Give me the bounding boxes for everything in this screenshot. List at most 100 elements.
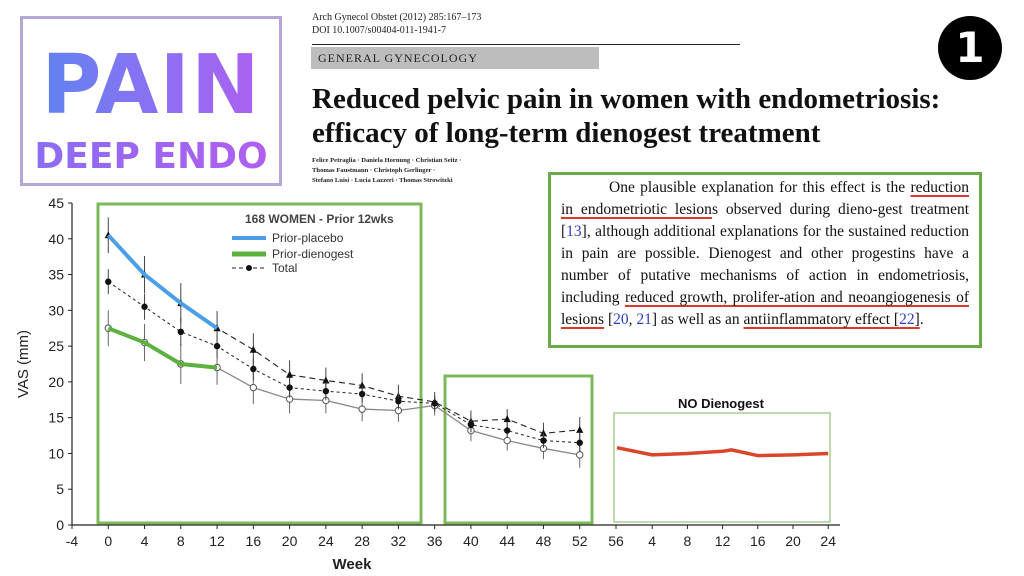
x-tick-label: 28 (354, 533, 370, 549)
paper-title-line1: Reduced pelvic pain in women with endome… (312, 83, 941, 115)
y-tick-label: 30 (48, 302, 64, 318)
y-tick-label: 15 (48, 410, 64, 426)
series-placebo-point (503, 415, 511, 423)
inset-x-tick-label: 12 (715, 533, 731, 549)
badge-subtitle: DEEP ENDO (23, 137, 279, 177)
x-tick-label: -4 (66, 533, 79, 549)
series-total-point (213, 342, 221, 350)
quote-t6: ] as well as an (651, 311, 744, 328)
series-placebo-line (107, 234, 580, 434)
section-bar (311, 47, 599, 69)
series-dienogest-point (249, 383, 258, 392)
y-tick-label: 25 (48, 338, 64, 354)
x-axis-title: Week (333, 556, 373, 573)
quote-t3: ], although additional explanations for … (561, 223, 969, 306)
no-dienogest-line (616, 446, 829, 458)
quote-text: One plausible explanation for this effec… (561, 177, 969, 331)
quote-t2: s observed during dieno-gest treatment [ (561, 201, 970, 240)
series-dienogest-line (108, 327, 580, 456)
inset-x-tick-label: 4 (648, 533, 656, 549)
quote-highlight-3-end: ] (914, 311, 920, 328)
series-placebo-point (322, 376, 330, 384)
series-total-point (576, 439, 583, 446)
legend-label: Prior-dienogest (272, 247, 354, 261)
paper-title: Reduced pelvic pain in women with endome… (312, 82, 1012, 150)
series-total-point (286, 384, 293, 391)
legend-label: Prior-placebo (272, 231, 344, 245)
series-placebo-point (539, 429, 548, 437)
authors-line3: Stefano Luisi · Lucia Lazzeri · Thomas S… (312, 177, 453, 184)
no-dienogest-box (613, 412, 831, 523)
quote-t7: . (919, 311, 924, 328)
series-total-point (358, 390, 366, 398)
series-total-point (105, 278, 112, 285)
header-rule (312, 44, 740, 45)
y-tick-label: 10 (48, 445, 64, 461)
y-tick-label: 0 (56, 517, 64, 533)
y-tick-label: 40 (48, 231, 64, 247)
legend-marker (246, 265, 252, 271)
quote-t1: One plausible explanation for this effec… (609, 179, 911, 196)
y-tick-label: 35 (48, 267, 64, 283)
inset-x-tick-label: 8 (684, 533, 692, 549)
quote-ref-13[interactable]: 13 (566, 223, 582, 240)
x-tick-label: 32 (391, 533, 407, 549)
authors-line2: Thomas Faustmann · Christoph Gerlinger · (312, 167, 436, 174)
title-badge: PAIN DEEP ENDO (20, 16, 282, 186)
series-dienogest-point (358, 405, 366, 413)
no-dienogest-title: NO Dienogest (678, 396, 765, 411)
series-prior-dienogest (107, 326, 218, 370)
y-tick-label: 45 (48, 195, 64, 211)
legend-title: 168 WOMEN - Prior 12wks (245, 212, 394, 226)
series-placebo-point (576, 425, 584, 433)
series-placebo-point (286, 370, 294, 378)
quote-ref-22[interactable]: 22 (899, 311, 915, 328)
x-tick-label: 48 (536, 533, 552, 549)
series-dienogest-point (503, 436, 511, 445)
quote-ref-21[interactable]: 21 (636, 311, 652, 328)
series-total-point (177, 328, 184, 335)
x-tick-label: 20 (282, 533, 298, 549)
paper-authors: Felice Petraglia · Daniela Hornung · Chr… (312, 156, 532, 186)
journal-citation: Arch Gynecol Obstet (2012) 285:167–173 D… (312, 11, 481, 37)
series-total-line (107, 281, 580, 444)
quote-t4: [ (604, 311, 614, 328)
series-prior-placebo (106, 233, 219, 330)
series-total-point (431, 400, 438, 407)
series-total-point (141, 303, 148, 310)
badge-title: PAIN (23, 45, 279, 127)
x-tick-label: 8 (177, 533, 185, 549)
x-tick-label: 36 (427, 533, 443, 549)
highlight-box-1 (96, 202, 423, 525)
y-tick-label: 20 (48, 374, 64, 390)
series-placebo-point (358, 381, 366, 389)
x-tick-label: 4 (141, 533, 149, 549)
x-tick-label: 0 (104, 533, 112, 549)
x-tick-label: 24 (318, 533, 334, 549)
x-tick-label: 12 (209, 533, 225, 549)
quote-t5: , (628, 311, 637, 328)
highlight-box-2 (443, 374, 594, 525)
x-tick-label: 40 (463, 533, 479, 549)
series-total-point (395, 398, 402, 405)
y-axis-title: VAS (mm) (15, 330, 32, 398)
x-tick-label: 56 (608, 533, 624, 549)
series-total-point (540, 437, 547, 444)
y-tick-label: 5 (56, 481, 64, 497)
authors-line1: Felice Petraglia · Daniela Hornung · Chr… (312, 157, 462, 164)
legend-label: Total (272, 261, 297, 275)
series-total-point (504, 427, 511, 434)
quote-ref-20[interactable]: 20 (613, 311, 629, 328)
series-total-point (322, 387, 330, 395)
inset-x-tick-label: 20 (785, 533, 801, 549)
x-tick-label: 52 (572, 533, 588, 549)
section-label: GENERAL GYNECOLOGY (318, 51, 478, 65)
quote-highlight-2: reduced growth, prolifer-ation and neoan… (561, 289, 969, 328)
doi-line: DOI 10.1007/s00404-011-1941-7 (312, 25, 447, 36)
quote-highlight-3: antiinflammatory effect [ (743, 311, 900, 328)
quote-highlight-1: reduction in endometriotic lesion (561, 179, 969, 218)
slide-number-badge: 1 (938, 16, 1002, 80)
series-total-point (467, 421, 475, 429)
x-tick-label: 44 (499, 533, 515, 549)
